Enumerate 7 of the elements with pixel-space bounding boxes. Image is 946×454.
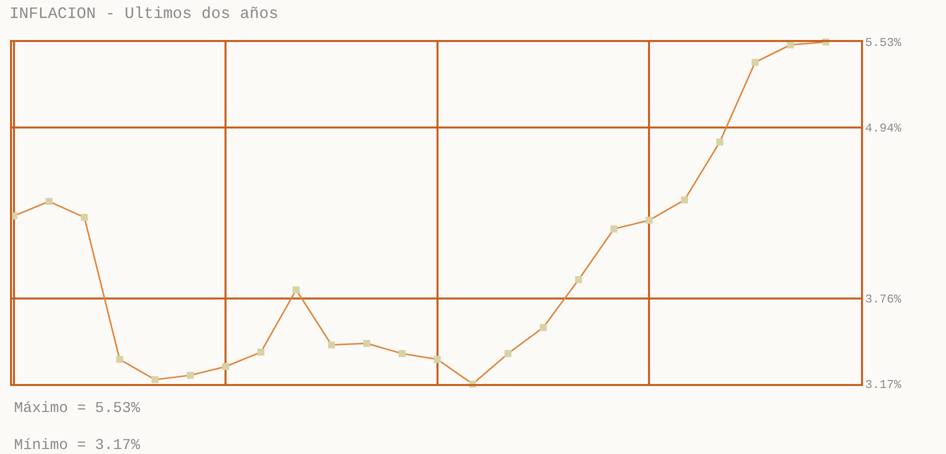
y-tick-label: 4.94% [865,122,902,136]
chart-title: INFLACION - Ultimos dos años [9,5,278,24]
y-tick-label: 5.53% [865,36,902,50]
text: Mínimo = 3.17% [14,437,142,454]
y-tick-label: 3.17% [865,378,902,392]
y-tick-label: 3.76% [865,292,902,307]
text: Máximo = 5.53% [14,400,142,417]
